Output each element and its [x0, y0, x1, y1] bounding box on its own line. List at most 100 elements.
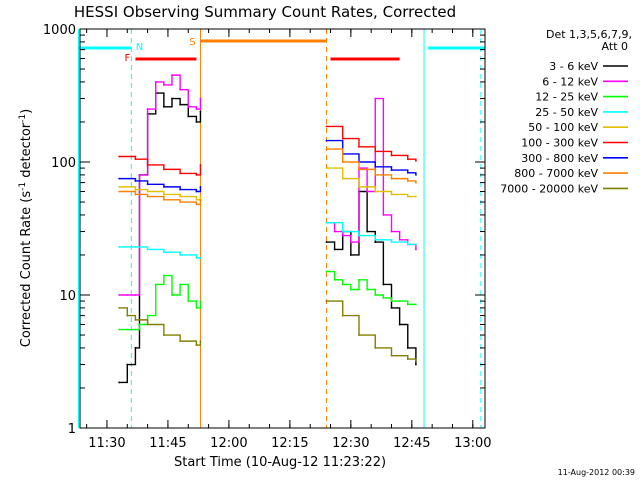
series-0-point-23 — [414, 363, 417, 366]
series-7-point-12 — [406, 180, 409, 182]
series-2-point-14 — [341, 283, 344, 286]
series-3-point-9 — [358, 234, 360, 237]
series-5-point-13 — [414, 159, 417, 162]
series-0-point-18 — [374, 241, 377, 243]
x-tick-label-6: 13:00 — [454, 436, 491, 451]
series-1-point-6 — [162, 83, 165, 86]
legend-label-3: 25 - 50 keV — [535, 106, 598, 119]
series-1-point-20 — [390, 230, 393, 233]
series-8-point-5 — [179, 340, 182, 343]
series-line-0 — [119, 92, 417, 384]
y-axis-label-main: Corrected Count Rate (s — [19, 191, 34, 348]
series-2-point-9 — [187, 300, 190, 302]
series-0-point-10 — [195, 121, 198, 123]
series-3-point-4 — [179, 254, 182, 256]
series-4-point-9 — [358, 185, 360, 188]
series-0-point-19 — [382, 283, 385, 286]
legend-items: 3 - 6 keV 6 - 12 keV 12 - 25 keV 25 - 50 ke… — [500, 60, 628, 195]
series-8-point-8 — [325, 300, 328, 302]
series-8-point-4 — [162, 334, 165, 336]
series-2-point-8 — [179, 283, 182, 286]
y-tick-label-3: 1000 — [43, 23, 76, 38]
series-1-point-17 — [366, 190, 369, 193]
legend: Det 1,3,5,6,7,9, Att 0 3 - 6 keV 6 - 12 k… — [500, 28, 632, 195]
series-1-point-18 — [374, 97, 377, 100]
series-8-point-13 — [406, 358, 409, 360]
y-axis-label-end: ) — [19, 109, 34, 114]
series-6-point-2 — [146, 183, 149, 186]
series-1-point-19 — [382, 214, 385, 216]
series-4-point-0 — [118, 185, 121, 188]
series-8-point-14 — [414, 359, 417, 362]
series-8-point-6 — [195, 344, 198, 347]
series-1-point-21 — [398, 238, 401, 241]
series-0-point-1 — [126, 363, 129, 366]
plot-frame — [79, 28, 486, 429]
series-5-point-9 — [358, 145, 360, 148]
series-4-point-2 — [146, 190, 149, 193]
series-1-point-5 — [154, 81, 157, 83]
series-5-point-1 — [134, 158, 137, 161]
x-tick-label-5: 12:45 — [393, 436, 430, 451]
series-0-point-21 — [398, 323, 401, 326]
series-7-point-11 — [390, 177, 393, 180]
series-3-point-7 — [325, 221, 328, 224]
x-tick-label-4: 12:30 — [332, 436, 369, 451]
series-2-point-1 — [126, 328, 129, 331]
series-2-point-17 — [366, 288, 369, 291]
series-7-point-5 — [195, 203, 198, 206]
series-7-point-6 — [199, 198, 202, 201]
series-3-point-13 — [414, 243, 417, 246]
series-6-point-3 — [162, 185, 165, 188]
series-5-point-12 — [406, 158, 409, 161]
series-1-point-9 — [187, 105, 190, 108]
series-2-point-4 — [146, 314, 149, 317]
series-0-point-6 — [162, 105, 165, 108]
series-6-point-11 — [390, 169, 393, 171]
series-1-point-15 — [349, 241, 352, 243]
flag-f-label: F — [125, 53, 131, 64]
flag-bars: FN S — [78, 37, 485, 64]
y-tick-label-2: 100 — [51, 156, 76, 171]
y-tick-label-1: 10 — [59, 289, 76, 304]
series-5-point-7 — [325, 125, 328, 128]
series-8-point-7 — [199, 340, 202, 343]
legend-label-8: 7000 - 20000 keV — [500, 182, 598, 195]
flag-s-label: S — [189, 37, 195, 48]
series-5-point-10 — [374, 150, 377, 153]
series-lines — [118, 74, 417, 384]
series-2-point-15 — [349, 288, 352, 291]
series-2-point-16 — [358, 278, 360, 281]
y-axis-label-sup1: -1 — [18, 182, 28, 191]
series-2-point-13 — [333, 278, 336, 281]
series-8-point-12 — [390, 354, 393, 357]
x-axis-label: Start Time (10-Aug-12 11:23:22) — [174, 455, 386, 470]
series-1-point-7 — [171, 74, 173, 77]
series-7-point-8 — [341, 161, 344, 163]
series-3-point-6 — [199, 257, 202, 259]
legend-label-6: 300 - 800 keV — [521, 152, 598, 165]
series-4-point-7 — [325, 167, 328, 169]
x-tick-label-2: 12:00 — [210, 436, 247, 451]
series-0-point-15 — [349, 254, 352, 256]
series-2-point-22 — [406, 303, 409, 306]
series-8-point-2 — [134, 318, 137, 321]
series-6-point-0 — [118, 177, 121, 180]
legend-label-4: 50 - 100 keV — [528, 121, 598, 134]
series-6-point-4 — [179, 188, 182, 191]
series-7-point-1 — [134, 193, 137, 196]
series-7-point-4 — [179, 201, 182, 203]
series-0-point-11 — [199, 110, 202, 113]
series-0-point-2 — [134, 347, 137, 349]
series-2-point-5 — [154, 283, 157, 286]
legend-label-0: 3 - 6 keV — [549, 60, 598, 73]
series-0-point-0 — [118, 381, 121, 384]
legend-label-5: 100 - 300 keV — [521, 137, 598, 150]
series-6-point-12 — [406, 171, 409, 174]
series-6-point-13 — [414, 173, 417, 176]
flag-n-label: N — [136, 42, 143, 53]
series-8-point-1 — [126, 314, 129, 317]
series-1-point-0 — [118, 294, 121, 296]
series-6-point-6 — [199, 185, 202, 188]
series-0-point-7 — [171, 97, 173, 100]
